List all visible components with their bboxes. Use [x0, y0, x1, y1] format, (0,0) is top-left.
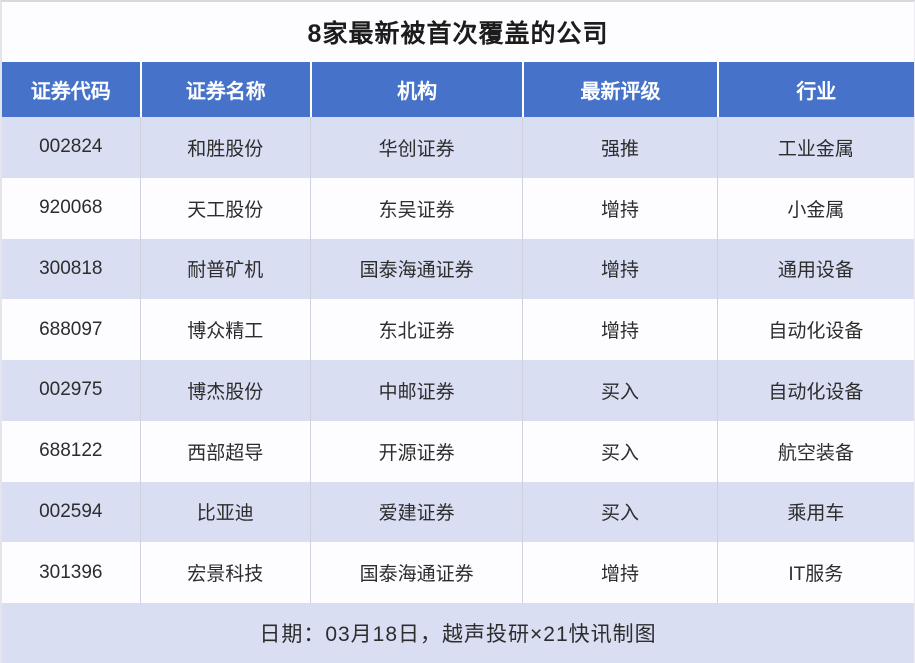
table-cell: 002824: [39, 136, 103, 158]
table-cell: 小金属: [716, 177, 914, 239]
table-cell: 002975: [39, 379, 103, 401]
table-cell: 工业金属: [716, 117, 914, 178]
table-cell: 国泰海通证券: [309, 542, 522, 603]
header-cell: 证券代码: [30, 81, 111, 103]
table-cell: 增持: [522, 542, 716, 603]
table-cell: 比亚迪: [139, 481, 310, 543]
table-row: 688122 西部超导 开源证券 买入 航空装备: [2, 420, 914, 482]
table-row: 688097 博众精工 东北证券 增持 自动化设备: [2, 299, 914, 360]
table-cell: IT服务: [716, 542, 914, 603]
header-cell: 行业: [716, 62, 914, 117]
table-header-row: 证券代码 证券名称 机构 最新评级 行业: [2, 62, 914, 117]
table-cell: 增持: [522, 299, 716, 360]
table-row: 300818 耐普矿机 国泰海通证券 增持 通用设备: [2, 238, 914, 300]
page-title: 8家最新被首次覆盖的公司: [307, 20, 609, 48]
table-cell: 自动化设备: [716, 299, 914, 360]
table-cell: 中邮证券: [309, 360, 522, 421]
table-cell: 博众精工: [139, 299, 310, 360]
table-cell: 002594: [39, 500, 103, 522]
table-cell: 增持: [522, 238, 716, 300]
table-cell: 西部超导: [139, 420, 310, 482]
header-cell: 最新评级: [522, 62, 716, 117]
table-cell: 买入: [522, 481, 716, 543]
table-cell: 和胜股份: [139, 117, 310, 178]
table-cell: 买入: [522, 420, 716, 482]
table-cell: 华创证券: [309, 117, 522, 178]
table-cell: 300818: [39, 257, 103, 279]
table-cell: 买入: [522, 360, 716, 421]
table-cell: 301396: [39, 561, 103, 583]
table-cell: 自动化设备: [716, 360, 914, 421]
table-cell: 强推: [522, 117, 716, 178]
footer-caption: 日期：03月18日，越声投研×21快讯制图: [259, 623, 657, 646]
table-cell: 东吴证券: [309, 177, 522, 239]
table-cell: 耐普矿机: [139, 238, 310, 300]
table-cell: 东北证券: [309, 299, 522, 360]
table-row: 002975 博杰股份 中邮证券 买入 自动化设备: [2, 360, 914, 421]
table-cell: 开源证券: [309, 420, 522, 482]
table-cell: 国泰海通证券: [309, 238, 522, 300]
table-cell: 天工股份: [139, 177, 310, 239]
table-cell: 宏景科技: [139, 542, 310, 603]
table-cell: 乘用车: [716, 481, 914, 543]
header-cell: 证券名称: [139, 62, 310, 117]
table-cell: 688097: [39, 318, 103, 340]
header-cell: 机构: [309, 62, 522, 117]
table-row: 920068 天工股份 东吴证券 增持 小金属: [2, 177, 914, 239]
table-cell: 688122: [39, 440, 103, 462]
table-cell: 爱建证券: [309, 481, 522, 543]
table-row: 002824 和胜股份 华创证券 强推 工业金属: [2, 117, 914, 178]
title-bar: 8家最新被首次覆盖的公司: [2, 2, 914, 62]
table-body: 002824 和胜股份 华创证券 强推 工业金属 920068 天工股份 东吴证券 增持 小金属 3…: [2, 117, 914, 603]
table-cell: 航空装备: [716, 420, 914, 482]
table-row: 301396 宏景科技 国泰海通证券 增持 IT服务: [2, 542, 914, 603]
footer-bar: 日期：03月18日，越声投研×21快讯制图: [2, 603, 914, 663]
table-cell: 增持: [522, 177, 716, 239]
table-cell: 通用设备: [716, 238, 914, 300]
table-cell: 920068: [39, 197, 103, 219]
table-cell: 博杰股份: [139, 360, 310, 421]
table-row: 002594 比亚迪 爱建证券 买入 乘用车: [2, 481, 914, 543]
